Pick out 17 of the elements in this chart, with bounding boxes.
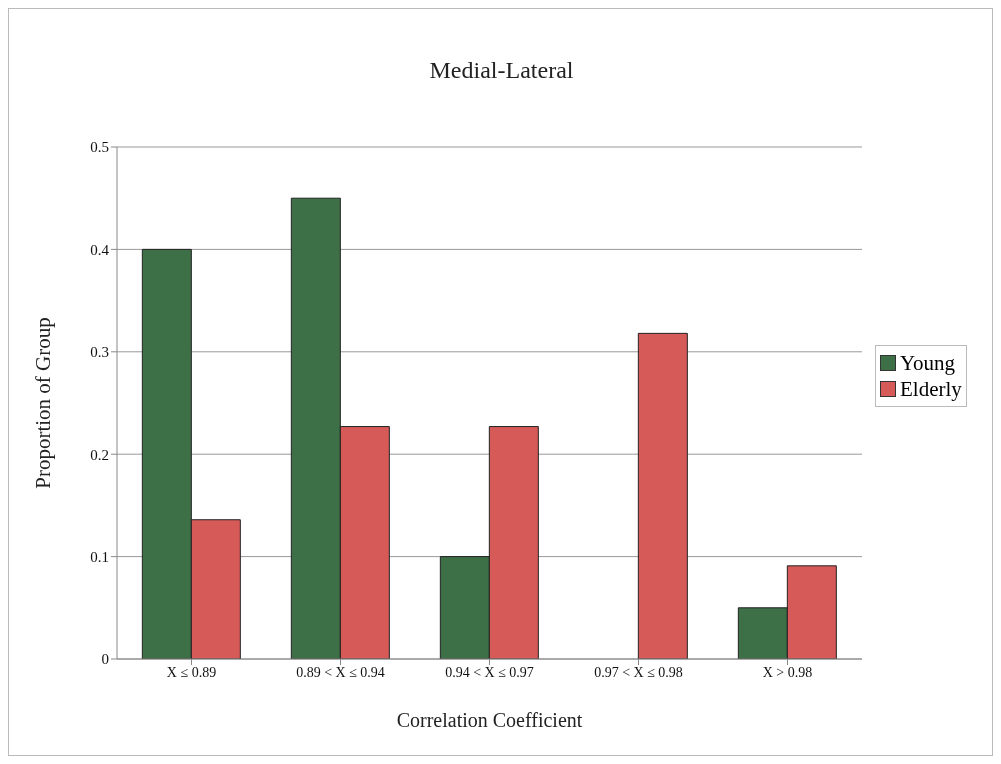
chart-title: Medial-Lateral [428,57,575,84]
x-tick-label: 0.89 < X ≤ 0.94 [296,664,385,680]
x-tick-label: X ≤ 0.89 [166,664,217,680]
y-tick-label: 0.5 [90,139,109,156]
x-tick-label: X > 0.98 [762,664,813,680]
legend-label: Young [900,350,956,376]
x-axis-title: Correlation Coefficient [396,709,583,731]
bar [637,332,688,659]
legend-label: Elderly [900,376,962,402]
y-axis-title: Proportion of Group [31,317,56,489]
y-tick-label: 0.1 [90,548,109,565]
x-tick-label: 0.97 < X ≤ 0.98 [594,664,683,680]
x-tick-label: 0.94 < X ≤ 0.97 [445,664,534,680]
y-tick-label: 0 [101,651,109,668]
y-tick-label: 0.4 [90,241,110,258]
y-tick-label: 0.2 [90,446,109,463]
y-tick-label: 0.3 [90,344,109,361]
